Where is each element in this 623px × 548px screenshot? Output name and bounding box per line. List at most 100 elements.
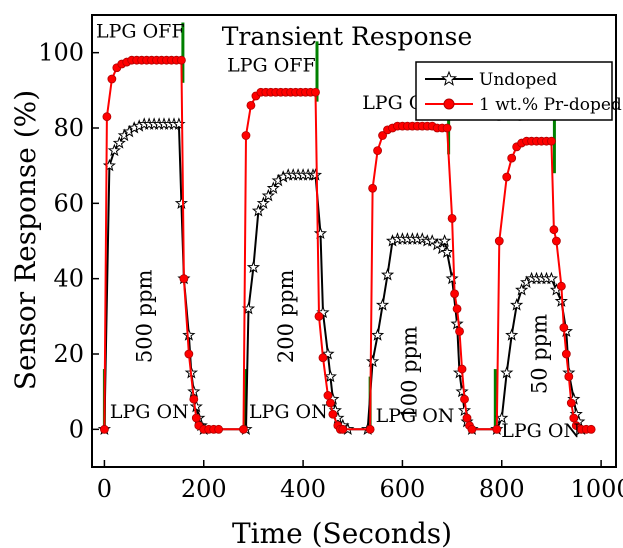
data-point <box>174 196 188 209</box>
x-tick-label: 400 <box>280 475 326 503</box>
data-point <box>442 123 452 133</box>
data-point <box>214 424 224 434</box>
data-point <box>107 143 121 157</box>
data-point <box>246 260 261 273</box>
x-tick-label: 200 <box>181 475 227 503</box>
data-point <box>544 271 559 285</box>
data-point <box>515 283 529 296</box>
y-tick-label: 80 <box>53 114 84 142</box>
data-point <box>551 236 561 246</box>
y-tick-label: 40 <box>53 265 84 293</box>
x-axis-label: Time (Seconds) <box>232 517 452 548</box>
data-point <box>556 281 566 291</box>
y-tick-label: 0 <box>69 415 84 443</box>
data-point <box>112 136 126 149</box>
data-point <box>457 364 467 374</box>
data-point <box>191 413 201 423</box>
data-point <box>586 424 596 434</box>
data-point <box>179 274 189 284</box>
data-point <box>559 323 569 333</box>
data-point <box>455 384 469 398</box>
annotation-label: 500 ppm <box>133 269 157 363</box>
data-point <box>311 87 320 97</box>
data-point <box>564 372 574 382</box>
data-point <box>365 424 375 434</box>
data-point <box>182 328 196 341</box>
x-tick-label: 600 <box>380 475 426 503</box>
legend: Undoped 1 wt.% Pr-doped <box>415 61 622 121</box>
data-point <box>445 271 459 285</box>
data-point <box>462 413 472 423</box>
data-point <box>375 298 390 311</box>
data-point <box>323 391 333 400</box>
data-point <box>100 424 109 434</box>
chart-title: Transient Response <box>222 22 473 51</box>
data-point <box>313 226 328 240</box>
data-point <box>189 394 199 404</box>
data-point <box>328 409 338 419</box>
data-point <box>438 234 452 247</box>
data-point <box>246 101 256 110</box>
data-point <box>455 326 464 336</box>
data-point <box>189 399 203 413</box>
data-point <box>450 316 464 330</box>
data-point <box>366 354 380 368</box>
data-point <box>507 153 517 163</box>
data-point <box>467 424 477 434</box>
data-point <box>261 188 275 202</box>
x-tick-label: 0 <box>97 475 112 503</box>
data-point <box>378 131 387 140</box>
annotation-label: 100 ppm <box>397 326 421 420</box>
y-tick-label: 60 <box>53 189 84 217</box>
data-point <box>266 181 280 194</box>
data-point <box>505 328 519 341</box>
legend-circle-icon <box>443 98 455 110</box>
data-point <box>314 311 324 321</box>
data-point <box>549 225 559 235</box>
y-tick-label: 20 <box>53 340 84 368</box>
data-point <box>256 196 271 210</box>
legend-star-icon <box>440 70 458 86</box>
data-point <box>177 55 186 65</box>
data-point <box>502 172 512 182</box>
data-point <box>457 403 472 417</box>
series-undoped <box>97 117 588 436</box>
data-point <box>492 424 502 434</box>
y-axis-label: Sensor Response (%) <box>9 90 42 390</box>
data-point <box>494 236 504 246</box>
data-point <box>452 304 462 314</box>
data-point <box>102 158 116 172</box>
data-point <box>102 112 112 122</box>
data-point <box>368 183 378 193</box>
series-pr-doped <box>100 55 596 434</box>
data-point <box>241 131 251 140</box>
plot-frame <box>91 14 617 468</box>
data-point <box>251 203 265 217</box>
data-point <box>326 398 335 408</box>
data-point <box>239 424 248 434</box>
data-point <box>318 353 328 363</box>
data-point <box>447 213 457 223</box>
data-point <box>380 267 395 281</box>
data-point <box>107 74 117 84</box>
data-point <box>338 424 348 434</box>
legend-label-pr-doped: 1 wt.% Pr-doped <box>479 95 622 115</box>
x-tick-label: 800 <box>479 475 525 503</box>
annotation-label: LPG OFF <box>96 21 185 43</box>
annotation-label: 200 ppm <box>274 269 298 363</box>
data-point <box>371 328 385 341</box>
series-line <box>103 123 583 431</box>
data-point <box>509 298 524 311</box>
data-point <box>566 398 576 408</box>
data-point <box>440 245 454 258</box>
annotation-label: 50 ppm <box>527 314 551 394</box>
data-point <box>460 394 469 404</box>
data-point <box>450 289 459 299</box>
data-point <box>547 136 556 146</box>
data-point <box>323 369 337 383</box>
annotation-label: LPG ON <box>376 405 455 427</box>
annotation-label: LPG ON <box>110 401 189 423</box>
